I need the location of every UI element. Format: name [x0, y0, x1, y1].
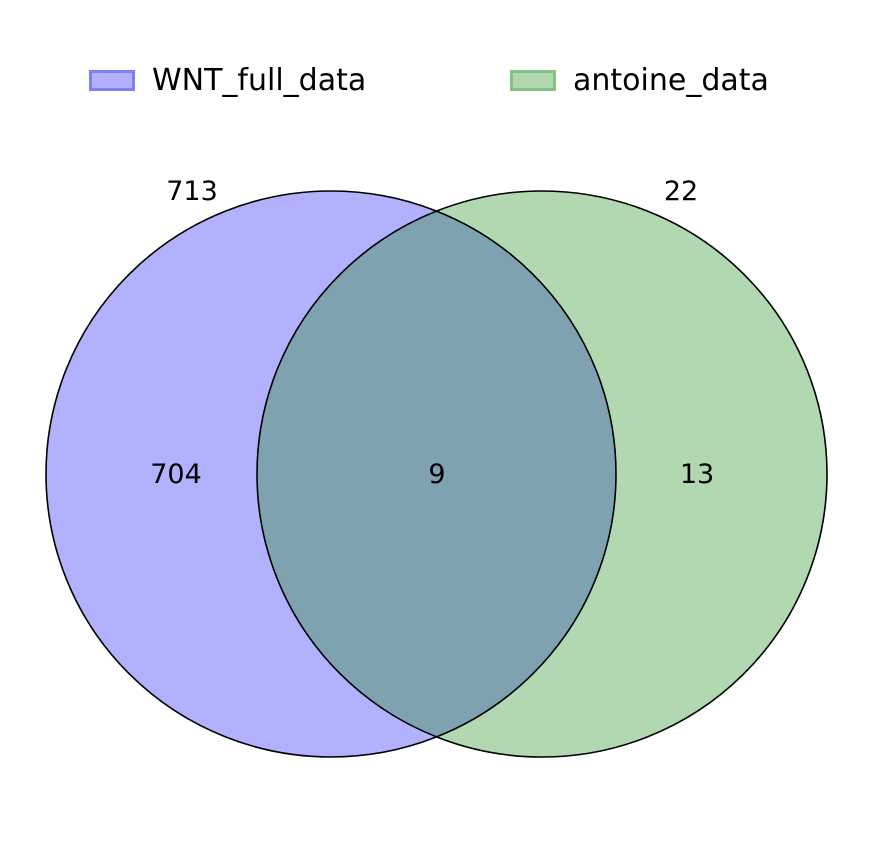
set-outline-antoine-data [256, 190, 828, 758]
legend-swatch-wnt-full-data [89, 69, 135, 91]
legend-label-wnt-full-data: WNT_full_data [152, 62, 367, 98]
legend-swatch-antoine-data [510, 69, 556, 91]
set-outline-wnt-full-data [45, 190, 617, 758]
set-total-wnt-full-data: 713 [166, 176, 218, 207]
region-count-intersection: 9 [428, 459, 445, 490]
region-count-only-wnt-full-data: 704 [150, 459, 202, 490]
set-total-antoine-data: 22 [664, 176, 698, 207]
legend-label-antoine-data: antoine_data [573, 62, 769, 98]
legend-item-antoine-data: antoine_data [510, 62, 769, 98]
legend-item-wnt-full-data: WNT_full_data [89, 62, 366, 98]
set-overlap-region [257, 191, 616, 757]
region-count-only-antoine-data: 13 [680, 459, 714, 490]
